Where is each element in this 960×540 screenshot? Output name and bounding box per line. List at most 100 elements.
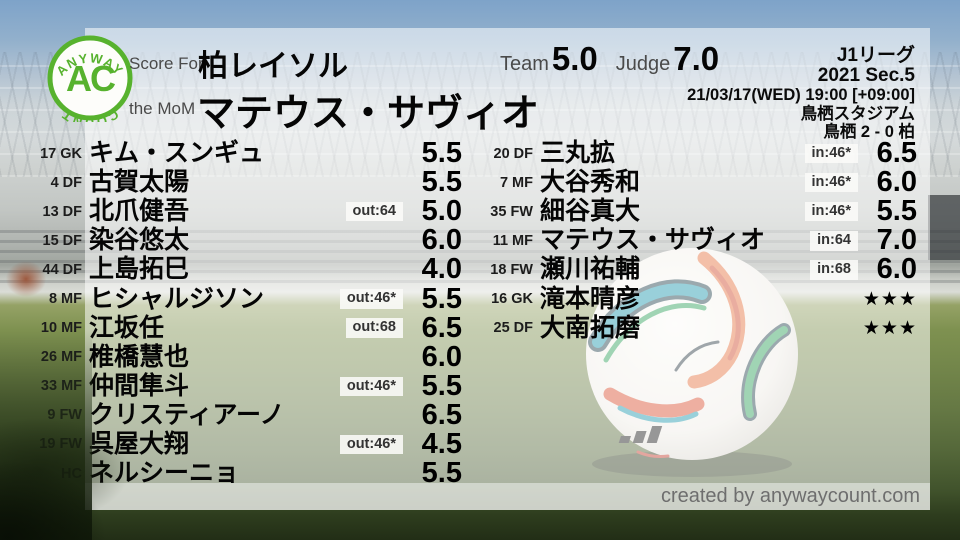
player-row: 16 GK 滝本晴彦 ★★★	[487, 284, 917, 313]
player-number-position: 20 DF	[493, 145, 534, 162]
sub-badge: out:46*	[339, 289, 403, 309]
player-row: 35 FW 細谷真大 in:46* 5.5	[487, 197, 917, 226]
player-row: 19 FW 呉屋大翔 out:46* 4.5	[36, 427, 462, 460]
player-number-position: 44 DF	[42, 261, 83, 278]
player-row: 33 MF 仲間隼斗 out:46* 5.5	[36, 369, 462, 402]
player-name: ヒシャルジソン	[89, 284, 265, 313]
player-name: 染谷悠太	[89, 226, 190, 255]
mom-name: マテウス・サヴィオ	[197, 93, 540, 135]
player-number-position: 15 DF	[42, 232, 83, 249]
sub-badge: out:68	[345, 318, 403, 338]
player-number-position: 10 MF	[40, 320, 82, 337]
player-number-position: 35 FW	[490, 203, 533, 220]
player-score: 6.0	[421, 224, 462, 257]
player-row: 25 DF 大南拓磨 ★★★	[487, 314, 917, 343]
player-score-unrated: ★★★	[862, 317, 917, 339]
season-section: 2021 Sec.5	[817, 65, 915, 86]
player-score: 6.5	[421, 311, 462, 344]
player-score: 4.0	[421, 253, 462, 286]
player-score: 5.5	[421, 282, 462, 315]
ratings-column-right: 20 DF 三丸拡 in:46* 6.5 7 MF 大谷秀和 in:46* 6.0 35 F…	[487, 139, 917, 343]
sub-badge: in:46*	[804, 201, 858, 222]
player-score: 4.5	[421, 427, 462, 460]
player-score-unrated: ★★★	[862, 288, 917, 310]
player-name: 滝本晴彦	[540, 284, 641, 313]
player-score: 6.5	[876, 137, 917, 170]
player-score: 6.0	[876, 166, 917, 199]
player-row: 13 DF 北爪健吾 out:64 5.0	[36, 195, 463, 228]
player-score: 7.0	[876, 224, 917, 257]
sub-badge: in:46*	[804, 172, 858, 193]
player-score: 5.5	[421, 137, 462, 170]
player-name: 細谷真大	[540, 197, 641, 226]
mom-label: the MoM	[129, 99, 196, 118]
player-number-position: 7 MF	[499, 174, 533, 191]
player-number-position: 11 MF	[492, 232, 533, 249]
player-row: 18 FW 瀬川祐輔 in:68 6.0	[487, 255, 917, 284]
player-number-position: 8 MF	[48, 291, 82, 308]
player-name: 仲間隼斗	[89, 371, 190, 400]
team-score-value: 5.0	[551, 40, 598, 77]
player-score: 5.5	[876, 195, 917, 228]
player-name: 上島拓巳	[89, 255, 190, 284]
player-name: 三丸拡	[540, 139, 616, 168]
sub-badge: in:64	[810, 231, 858, 251]
player-score: 5.5	[421, 369, 462, 402]
player-number-position: 25 DF	[493, 320, 534, 337]
player-row: 15 DF 染谷悠太 6.0	[36, 224, 463, 257]
credit-text: created by anywaycount.com	[660, 485, 920, 507]
judge-score-label: Judge	[615, 53, 671, 75]
logo-center-text: AC	[66, 58, 116, 99]
player-number-position: HC	[61, 465, 82, 482]
player-row: 10 MF 江坂任 out:68 6.5	[36, 311, 462, 344]
player-score: 5.5	[421, 166, 462, 199]
player-score: 6.0	[421, 340, 462, 373]
player-name: 古賀太陽	[89, 168, 190, 197]
player-score: 6.0	[876, 253, 917, 286]
player-number-position: 9 FW	[47, 407, 82, 424]
score-for-label: Score For	[129, 54, 204, 73]
player-name: 呉屋大翔	[89, 429, 190, 458]
sub-badge: in:68	[810, 260, 858, 280]
sub-badge: out:46*	[339, 376, 403, 397]
player-row: 20 DF 三丸拡 in:46* 6.5	[487, 137, 918, 170]
player-row: 9 FW クリスティアーノ 6.5	[36, 398, 462, 431]
player-name: 瀬川祐輔	[540, 255, 641, 284]
player-number-position: 26 MF	[40, 349, 82, 366]
team-name: 柏レイソル	[198, 50, 348, 83]
player-number-position: 16 GK	[491, 291, 533, 308]
team-score-label: Team	[500, 53, 549, 75]
player-name: 大谷秀和	[540, 168, 641, 197]
sub-badge: out:64	[345, 201, 403, 222]
player-name: ネルシーニョ	[89, 459, 240, 488]
player-number-position: 33 MF	[40, 378, 82, 395]
player-score: 6.5	[421, 398, 462, 431]
player-name: 大南拓磨	[540, 313, 641, 342]
coach-row: HC ネルシーニョ 5.5	[36, 459, 462, 488]
player-row: 11 MF マテウス・サヴィオ in:64 7.0	[487, 226, 917, 255]
player-number-position: 18 FW	[490, 261, 533, 278]
venue: 鳥栖スタジアム	[800, 104, 915, 123]
match-info: J1リーグ 2021 Sec.5 21/03/17(WED) 19:00 [+0…	[687, 46, 915, 142]
player-row: 26 MF 椎橋慧也 6.0	[36, 340, 462, 373]
player-row: 7 MF 大谷秀和 in:46* 6.0	[487, 168, 917, 197]
player-row: 8 MF ヒシャルジソン out:46* 5.5	[36, 284, 462, 313]
stand-shadow	[928, 195, 960, 260]
player-score: 5.5	[421, 457, 462, 490]
player-number-position: 19 FW	[39, 436, 82, 453]
player-number-position: 17 GK	[40, 145, 82, 162]
player-name: 江坂任	[89, 313, 165, 342]
sub-badge: in:46*	[804, 143, 858, 164]
player-row: 44 DF 上島拓巳 4.0	[36, 253, 463, 286]
player-row: 4 DF 古賀太陽 5.5	[36, 168, 462, 197]
player-name: キム・スンギュ	[89, 139, 265, 168]
player-name: マテウス・サヴィオ	[540, 226, 766, 255]
player-number-position: 4 DF	[50, 174, 82, 191]
player-name: 北爪健吾	[89, 197, 190, 226]
kickoff-datetime: 21/03/17(WED) 19:00 [+09:00]	[687, 86, 915, 104]
ratings-column-left: 17 GK キム・スンギュ 5.5 4 DF 古賀太陽 5.5 13 DF 北爪健吾 out…	[36, 139, 462, 488]
player-score: 5.0	[421, 195, 462, 228]
league-name: J1リーグ	[836, 45, 915, 66]
player-row: 17 GK キム・スンギュ 5.5	[36, 139, 462, 168]
